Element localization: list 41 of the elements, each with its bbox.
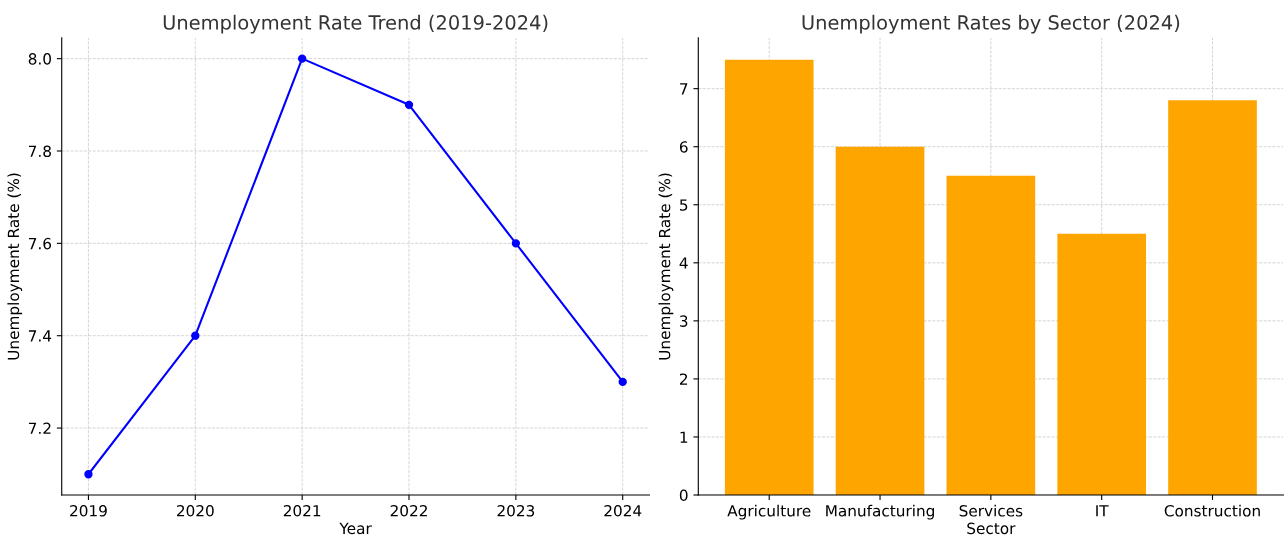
y-tick-label: 1 <box>680 431 688 443</box>
point <box>618 377 627 387</box>
x-tick-label: Services <box>959 504 1023 517</box>
y-tick-label: 7 <box>680 83 688 95</box>
y-tick-label: 0 <box>679 489 688 502</box>
y-axis-title: Unemployment Rate (%) <box>658 173 674 360</box>
x-axis-title: Sector <box>967 522 1016 535</box>
y-tick-label: 7.8 <box>28 145 51 158</box>
x-tick-label: IT <box>1096 505 1109 517</box>
bar <box>946 175 1036 496</box>
y-tick-label: 8.0 <box>28 53 51 65</box>
bar <box>1057 233 1147 496</box>
point <box>84 470 93 479</box>
x-tick-label: Agriculture <box>727 504 811 520</box>
bar <box>1168 100 1257 496</box>
chart-title: Unemployment Rate Trend (2019-2024) <box>163 14 548 34</box>
bar <box>835 146 925 496</box>
x-tick-label: Construction <box>1164 504 1260 517</box>
y-tick-label: 7.4 <box>28 330 52 342</box>
x-tick-label: 2021 <box>283 505 321 517</box>
y-tick-label: 4 <box>679 257 688 269</box>
x-tick-label: 2019 <box>70 505 107 517</box>
y-tick-label: 3 <box>680 315 688 327</box>
point <box>191 331 200 340</box>
point <box>511 239 521 248</box>
x-tick-label: 2023 <box>497 505 535 517</box>
x-tick-label: 2022 <box>390 505 427 517</box>
x-tick-label: 2024 <box>604 505 642 517</box>
chart-title: Unemployment Rates by Sector (2024) <box>802 14 1180 34</box>
y-axis-title: Unemployment Rate (%) <box>7 173 23 360</box>
point <box>297 54 307 63</box>
bar <box>724 59 814 496</box>
y-tick-label: 6 <box>679 141 688 153</box>
y-tick-label: 2 <box>679 373 688 385</box>
y-tick-label: 5 <box>680 199 688 211</box>
point <box>404 100 414 109</box>
y-tick-label: 7.6 <box>28 237 52 250</box>
x-axis-title: Year <box>339 522 372 535</box>
x-tick-label: 2020 <box>176 505 214 517</box>
x-tick-label: Manufacturing <box>826 504 934 520</box>
y-tick-label: 7.2 <box>28 422 51 434</box>
